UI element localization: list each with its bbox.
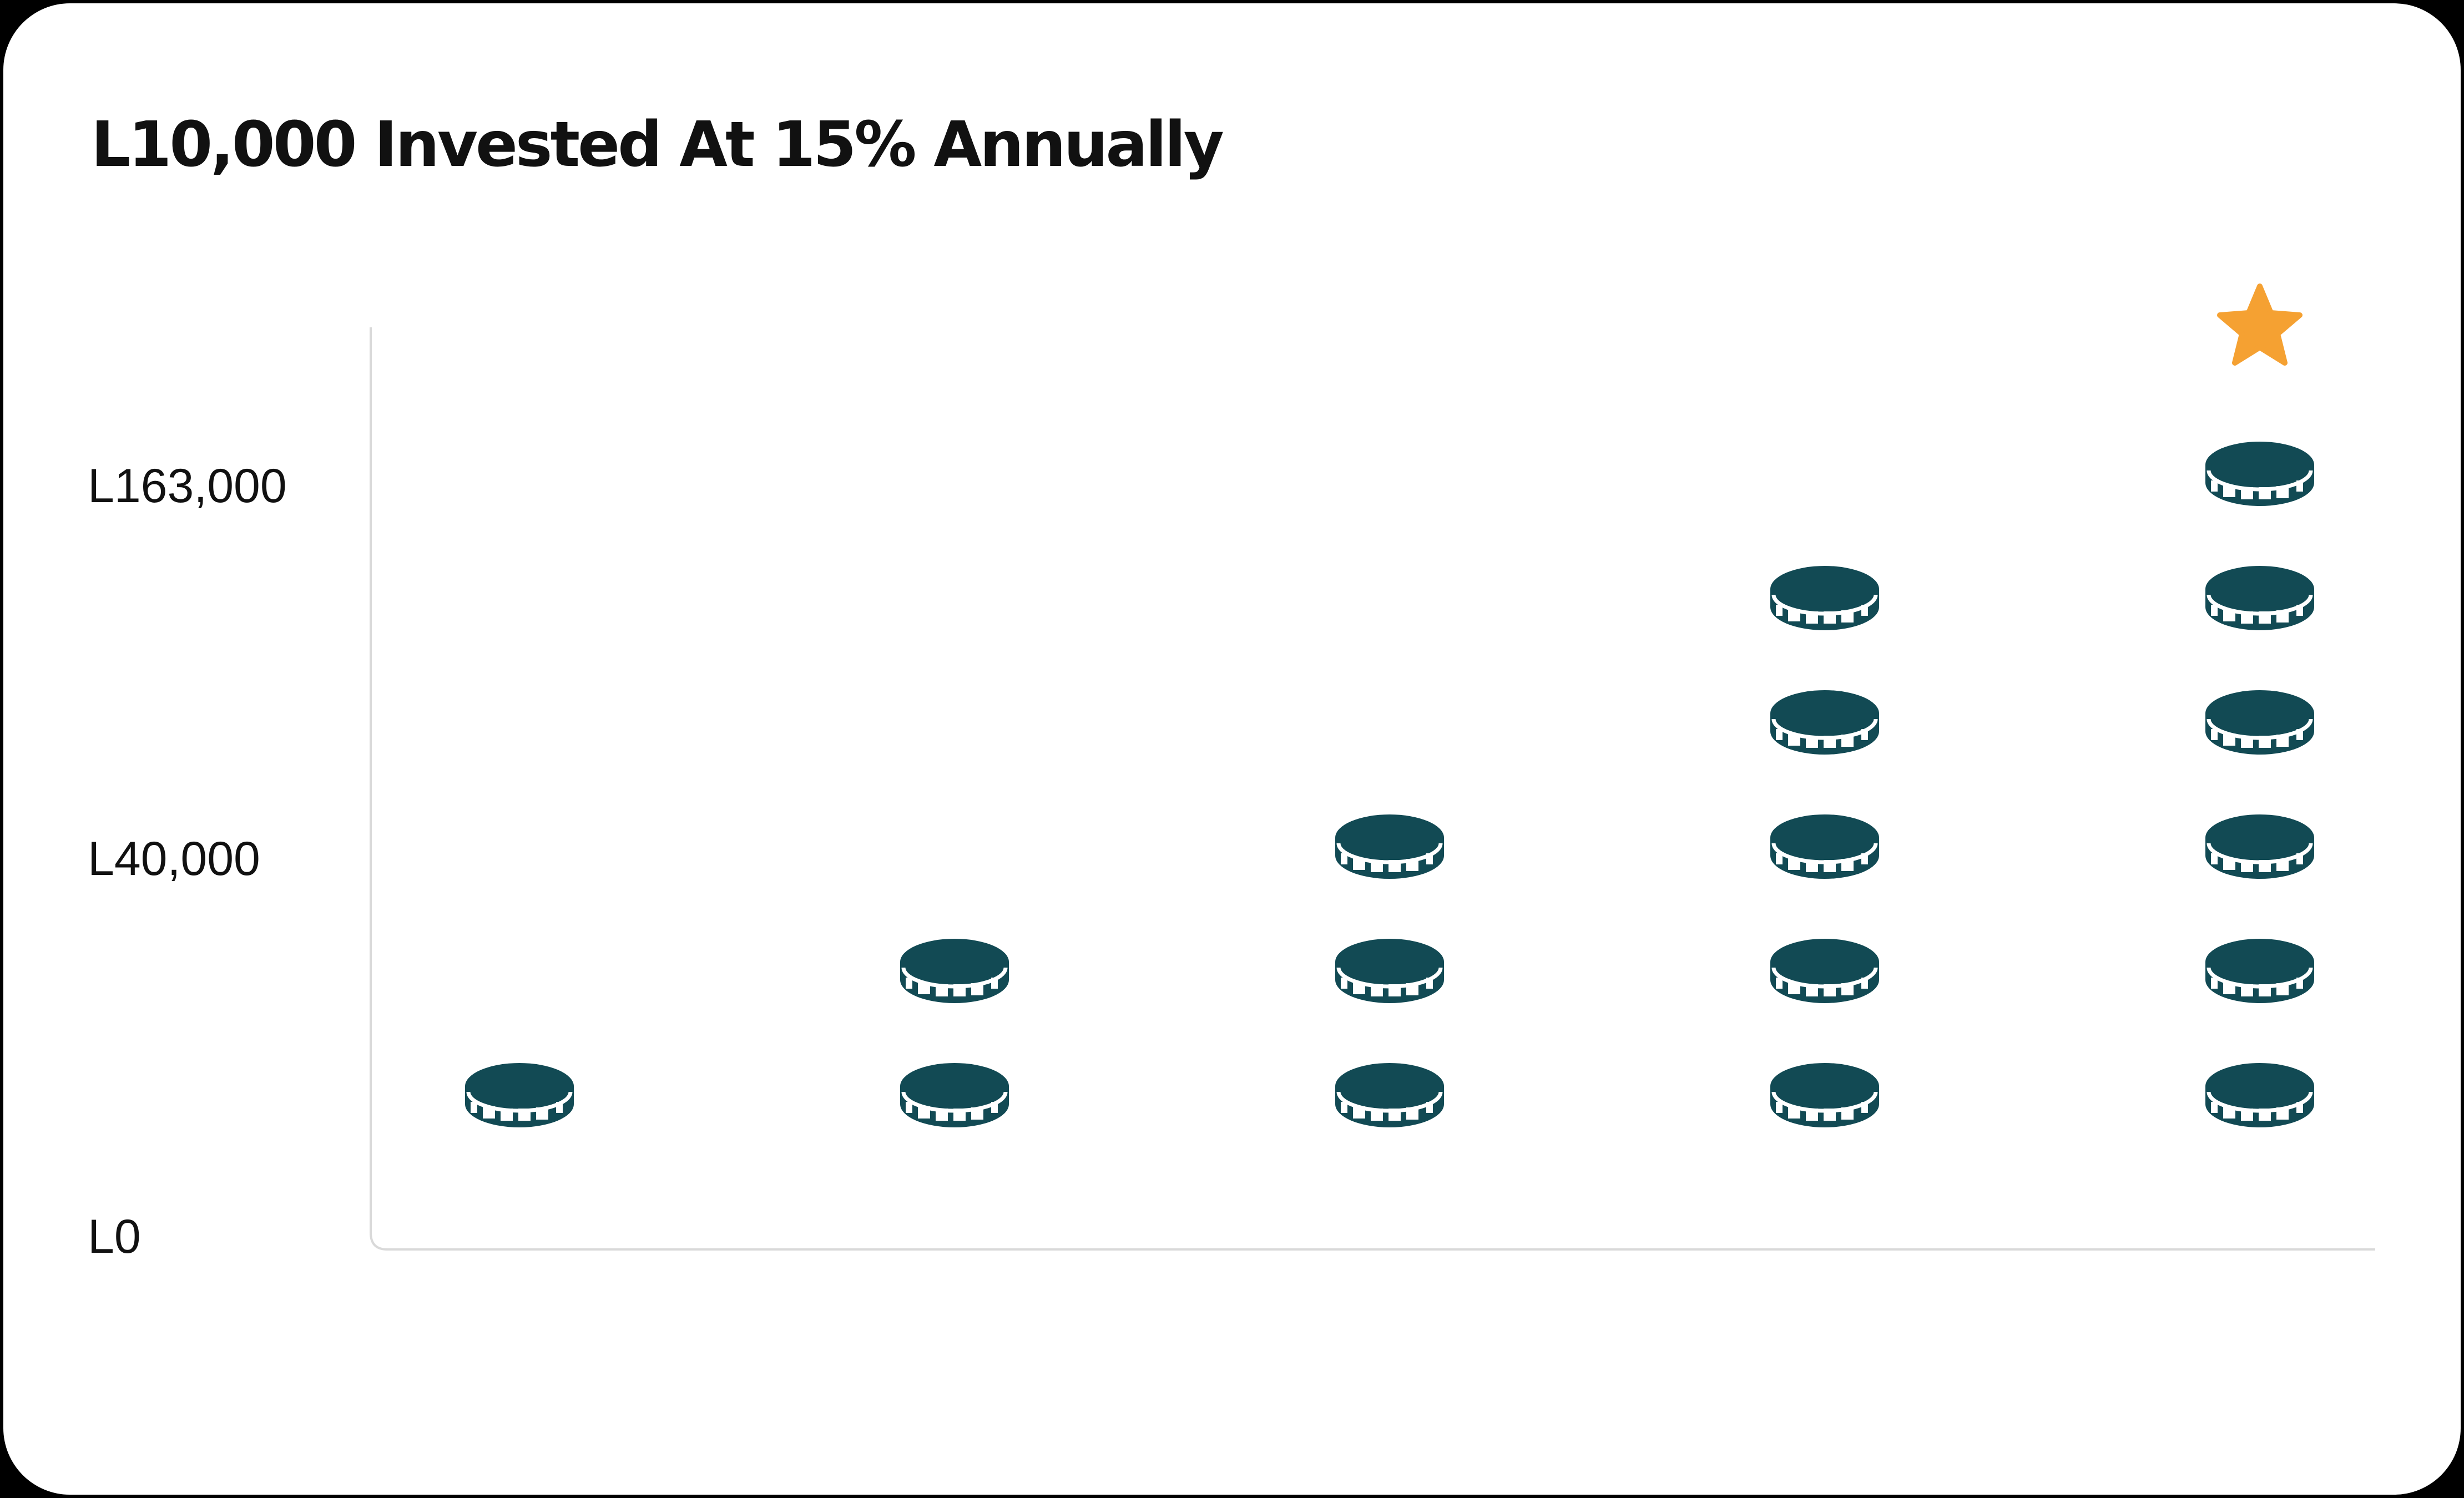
coin-icon: [2205, 814, 2314, 879]
coin-icon: [1770, 814, 1879, 879]
axis-line: [370, 327, 2375, 1251]
coin-icon: [1770, 566, 1879, 630]
coin-icon: [2205, 1063, 2314, 1127]
coin-icon: [465, 1063, 574, 1127]
coin-icon: [2205, 566, 2314, 630]
y-axis-ticks: L163,000 L40,000 L0: [88, 459, 287, 1263]
coin-icon: [2205, 690, 2314, 755]
chart-title: L10,000 Invested At 15% Annually: [91, 109, 1224, 181]
coin-icon: [1770, 690, 1879, 755]
chart-marks: [465, 286, 2314, 1127]
coin-stack: [900, 939, 1009, 1127]
coin-icon: [1770, 939, 1879, 1003]
chart-axes: [370, 327, 2375, 1251]
y-tick-label: L40,000: [88, 832, 260, 885]
coin-icon: [2205, 442, 2314, 506]
coin-icon: [900, 939, 1009, 1003]
chart-card: L10,000 Invested At 15% Annually: [3, 3, 2461, 1495]
coin-stack: [465, 1063, 574, 1127]
coin-icon: [1335, 814, 1444, 879]
star-icon: [2220, 286, 2300, 363]
y-tick-label: L163,000: [88, 459, 287, 513]
coin-icon: [1770, 1063, 1879, 1127]
coin-stack: [1335, 814, 1444, 1127]
coin-icon: [1335, 939, 1444, 1003]
coin-stack: [1770, 566, 1879, 1127]
coin-icon: [1335, 1063, 1444, 1127]
coin-icon: [2205, 939, 2314, 1003]
y-tick-label: L0: [88, 1210, 141, 1263]
coin-icon: [900, 1063, 1009, 1127]
coin-stack: [2205, 442, 2314, 1127]
